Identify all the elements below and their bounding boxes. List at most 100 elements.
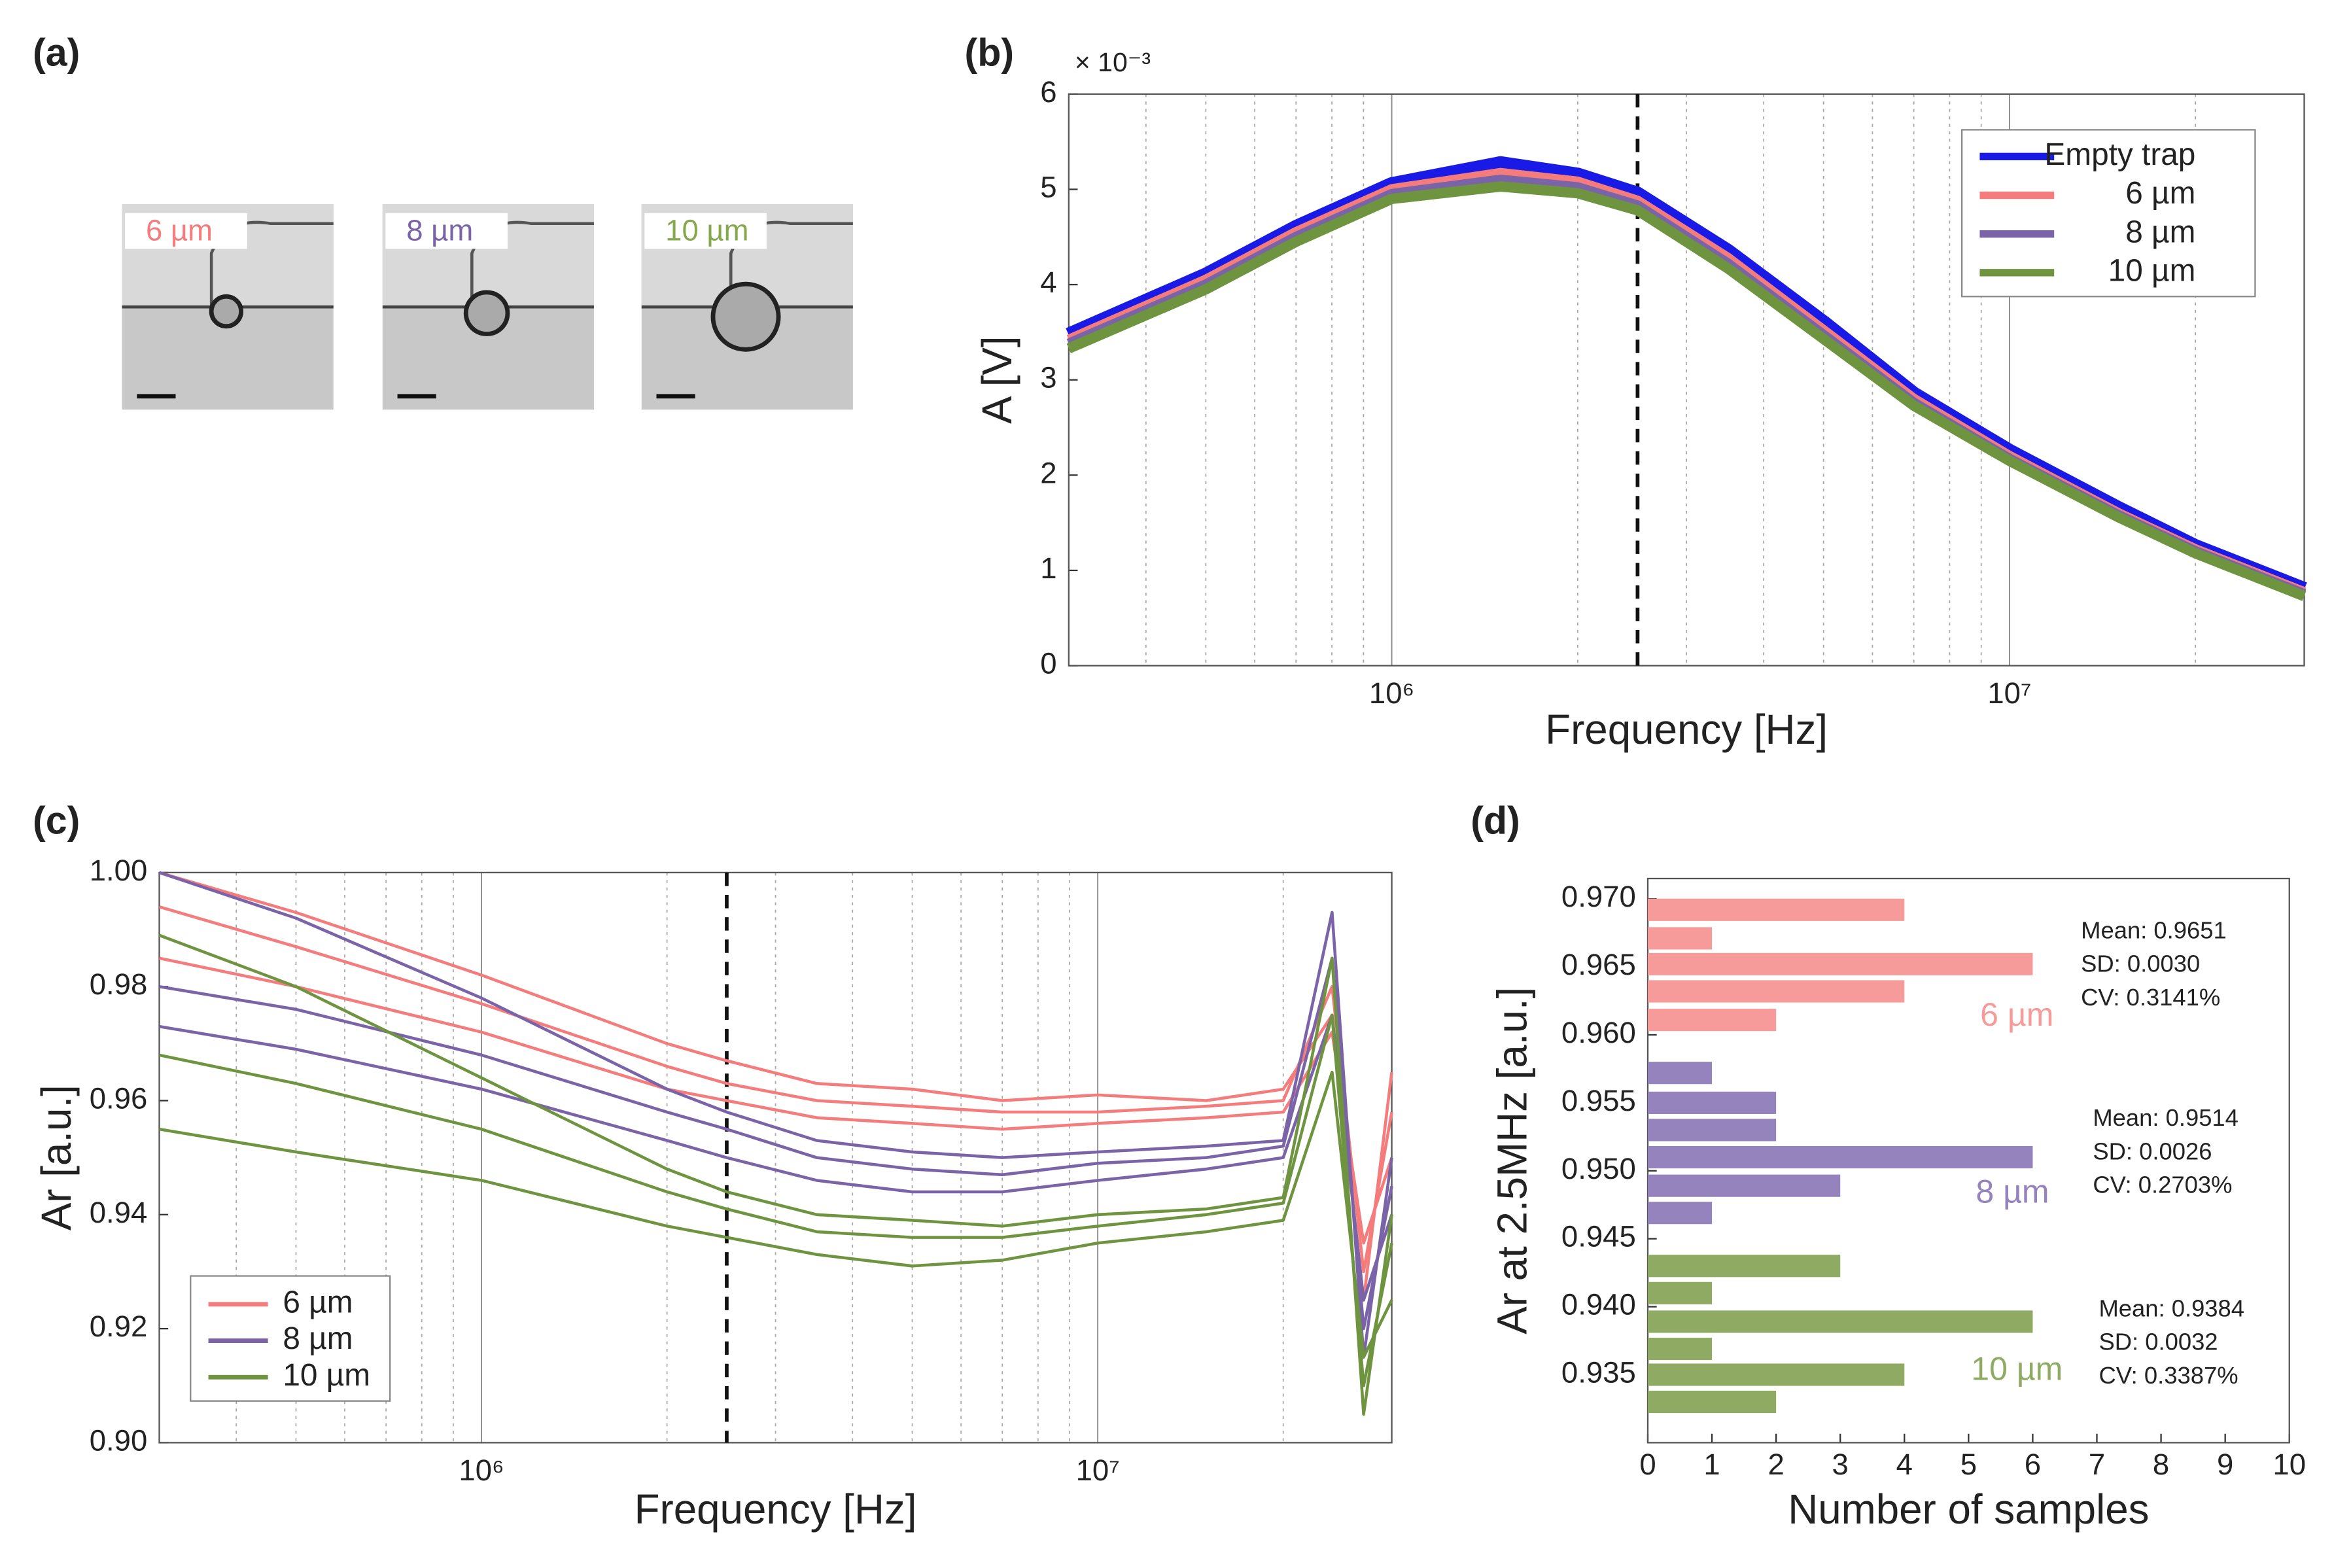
y-tick-label: 5 (1040, 170, 1056, 203)
x-tick-label: 5 (1960, 1448, 1977, 1481)
x-tick-label: 10⁶ (1369, 676, 1414, 710)
x-tick-label: 10⁷ (1987, 676, 2031, 710)
legend-label: 6 µm (283, 1285, 353, 1319)
label-box (644, 213, 767, 249)
y-tick-label: 3 (1040, 361, 1056, 394)
group-label: 10 µm (1971, 1350, 2063, 1387)
x-tick-label: 3 (1832, 1448, 1849, 1481)
bar (1647, 1091, 1777, 1114)
chart: 10⁶ 10⁷ 0 1 2 3 4 5 6 Frequency [Hz] A [V] × 10⁻³ Em… (973, 47, 2307, 753)
legend-label: Empty trap (2044, 137, 2195, 172)
x-tick-label: 10 (2273, 1448, 2306, 1481)
bar (1647, 1174, 1841, 1197)
group-label: 6 µm (1980, 996, 2053, 1033)
y-tick-label: 4 (1040, 266, 1056, 299)
annotation: CV: 0.3387% (2099, 1362, 2238, 1389)
bar (1647, 1202, 1713, 1225)
y-axis-label: A [V] (973, 336, 1020, 424)
legend-label: 10 µm (2108, 253, 2196, 288)
bar (1647, 980, 1905, 1003)
y-axis-label: Ar at 2.5MHz [a.u.] (1488, 987, 1535, 1334)
bead (710, 281, 781, 352)
y-tick-label: 0.945 (1561, 1220, 1636, 1253)
y-tick-label: 0.970 (1561, 880, 1636, 913)
x-tick-label: 9 (2217, 1448, 2233, 1481)
data-line (1066, 181, 2307, 601)
panel-label: (a) (33, 30, 80, 74)
data-line (159, 1013, 1393, 1302)
x-tick-label: 8 (2153, 1448, 2169, 1481)
bead (209, 294, 244, 329)
y-tick-label: 0.935 (1561, 1356, 1636, 1389)
legend-label: 8 µm (2125, 215, 2195, 249)
legend-label: 6 µm (2125, 176, 2195, 211)
axes-frame (1068, 93, 2305, 667)
bar (1647, 1281, 1713, 1304)
x-tick-label: 1 (1703, 1448, 1720, 1481)
annotation: Mean: 0.9384 (2099, 1295, 2244, 1322)
y-tick-label: 1.00 (90, 854, 148, 887)
y-tick-label: 0.960 (1561, 1016, 1636, 1049)
annotation: CV: 0.2703% (2093, 1172, 2232, 1198)
bead (463, 290, 510, 337)
panel-label: (c) (33, 798, 80, 842)
y-tick-label: 0.940 (1561, 1288, 1636, 1321)
data-line (158, 871, 1393, 1302)
x-tick-label: 10⁶ (459, 1454, 504, 1487)
x-tick-label: 7 (2089, 1448, 2105, 1481)
x-tick-label: 6 (2025, 1448, 2041, 1481)
x-tick-label: 0 (1639, 1448, 1656, 1481)
annotation: SD: 0.0030 (2081, 950, 2200, 977)
legend-label: 8 µm (283, 1321, 353, 1356)
bar (1647, 1337, 1713, 1361)
bar (1647, 898, 1905, 921)
y-tick-label: 0.965 (1561, 948, 1636, 981)
data-line (159, 956, 1393, 1331)
legend (190, 1275, 391, 1402)
bar (1647, 1062, 1713, 1085)
bar (1647, 1009, 1777, 1032)
bar (1647, 1119, 1777, 1141)
x-axis-label: Number of samples (1788, 1486, 2149, 1533)
data-line (158, 871, 1393, 1359)
chart: 0 1 2 3 4 5 6 7 8 9 10 0.935 0.940 0.945 0.950 0.955 0.9… (1488, 877, 2306, 1533)
group-label: 8 µm (1976, 1174, 2049, 1210)
y-tick-label: 0.94 (90, 1196, 148, 1229)
annotation: Mean: 0.9651 (2081, 917, 2227, 944)
image-label: 10 µm (665, 213, 748, 247)
y-tick-label: 1 (1040, 551, 1056, 585)
x-tick-label: 2 (1768, 1448, 1784, 1481)
y-tick-label: 0.92 (90, 1310, 148, 1343)
annotation: Mean: 0.9514 (2093, 1104, 2238, 1131)
panel-label: (d) (1471, 798, 1520, 842)
bar (1647, 952, 2033, 975)
bar (1647, 1310, 2033, 1333)
y-tick-label: 0.90 (90, 1423, 148, 1457)
bar (1647, 1391, 1777, 1414)
y-tick-label: 0.950 (1561, 1152, 1636, 1185)
label-box (385, 213, 508, 249)
annotation: CV: 0.3141% (2081, 984, 2220, 1011)
x-tick-label: 10⁷ (1076, 1454, 1120, 1487)
x-axis-label: Frequency [Hz] (635, 1486, 917, 1533)
y-multiplier: × 10⁻³ (1075, 47, 1151, 77)
data-line (159, 1013, 1393, 1387)
data-line (158, 933, 1393, 1416)
bar (1647, 1145, 2033, 1169)
annotation: SD: 0.0032 (2099, 1329, 2218, 1355)
x-tick-label: 4 (1896, 1448, 1913, 1481)
x-axis-label: Frequency [Hz] (1545, 706, 1828, 753)
y-tick-label: 0 (1040, 647, 1056, 680)
label-box (125, 213, 247, 249)
y-tick-label: 6 (1040, 75, 1056, 109)
annotation: SD: 0.0026 (2093, 1138, 2212, 1164)
y-tick-label: 0.96 (90, 1082, 148, 1115)
y-tick-label: 0.955 (1561, 1084, 1636, 1117)
bar (1647, 1255, 1841, 1278)
y-tick-label: 2 (1040, 456, 1056, 489)
legend-label: 10 µm (283, 1358, 370, 1393)
bar (1647, 927, 1713, 950)
chart: 10⁶ 10⁷ 0.90 0.92 0.94 0.96 0.98 1.00 Frequency … (33, 854, 1393, 1533)
image-label: 8 µm (406, 213, 473, 247)
